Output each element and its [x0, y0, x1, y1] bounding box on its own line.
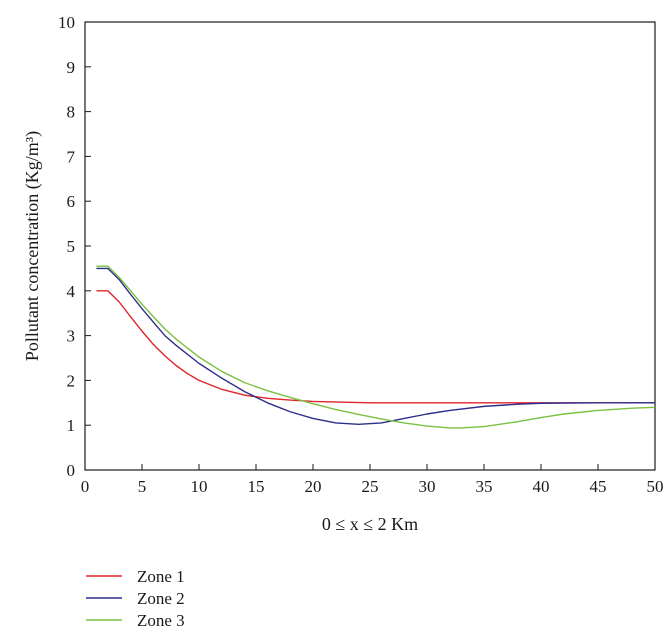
legend-label-zone-1: Zone 1	[137, 567, 185, 586]
y-tick-label: 5	[67, 237, 76, 256]
x-axis-ticks: 0 5 10 15 20 25 30 35 40 45 50	[81, 464, 664, 496]
y-axis-label: Pollutant concentration (Kg/m³)	[22, 131, 43, 361]
x-axis-label: 0 ≤ x ≤ 2 Km	[322, 514, 418, 534]
x-tick-label: 10	[191, 477, 208, 496]
x-tick-label: 40	[533, 477, 550, 496]
y-tick-label: 0	[67, 461, 76, 480]
x-tick-label: 50	[647, 477, 664, 496]
x-tick-label: 25	[362, 477, 379, 496]
series-line-zone-2	[96, 267, 655, 425]
x-tick-label: 5	[138, 477, 147, 496]
x-tick-label: 30	[419, 477, 436, 496]
y-tick-label: 4	[67, 282, 76, 301]
series-line-zone-3	[96, 265, 656, 429]
x-tick-label: 20	[305, 477, 322, 496]
series-line-zone-1	[96, 290, 655, 404]
y-tick-label: 8	[67, 103, 76, 122]
legend: Zone 1 Zone 2 Zone 3	[86, 567, 185, 630]
y-tick-label: 3	[67, 327, 76, 346]
x-tick-label: 45	[590, 477, 607, 496]
y-axis-ticks: 0 1 2 3 4 5 6 7 8 9 10	[58, 13, 91, 480]
legend-label-zone-2: Zone 2	[137, 589, 185, 608]
y-tick-label: 7	[67, 147, 76, 166]
series-lines	[96, 265, 656, 429]
y-tick-label: 1	[67, 416, 76, 435]
legend-label-zone-3: Zone 3	[137, 611, 185, 630]
y-tick-label: 9	[67, 58, 76, 77]
x-tick-label: 35	[476, 477, 493, 496]
y-tick-label: 10	[58, 13, 75, 32]
y-tick-label: 2	[67, 371, 76, 390]
x-tick-label: 15	[248, 477, 265, 496]
x-tick-label: 0	[81, 477, 90, 496]
y-tick-label: 6	[67, 192, 76, 211]
